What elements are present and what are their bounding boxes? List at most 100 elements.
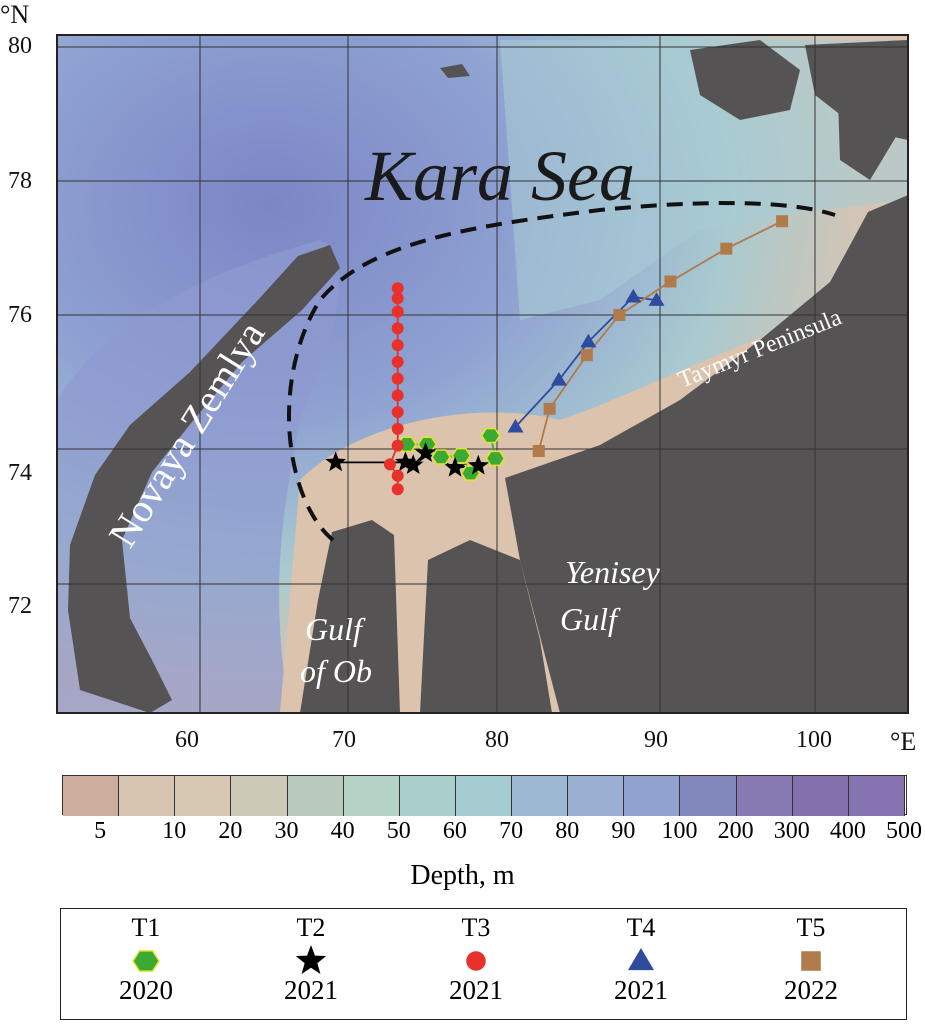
legend: T1 2020 T2 2021 T3 2021 T4 2021 T5 2022	[60, 908, 907, 1020]
lat-tick: 76	[8, 302, 32, 328]
colorbar-swatch	[792, 776, 849, 816]
station-t3	[391, 372, 404, 385]
colorbar-swatch	[119, 776, 176, 816]
legend-year: 2021	[284, 975, 338, 1005]
station-t5	[580, 349, 593, 362]
station-t5	[776, 215, 789, 228]
station-t2	[394, 451, 416, 472]
map: Kara Sea Novaya Zemlya Taymyr Peninsula …	[56, 34, 909, 714]
label-yenisey-1: Yenisey	[565, 554, 661, 590]
legend-item-t1: T1 2020	[86, 909, 206, 1006]
station-t2	[325, 451, 347, 472]
legend-marker-star-icon	[295, 945, 327, 974]
colorbar-label: 300	[773, 818, 810, 844]
station-t2	[415, 442, 437, 462]
station-t3	[391, 439, 404, 452]
station-t4	[648, 292, 665, 306]
lon-tick: 90	[644, 727, 668, 753]
station-t5	[720, 242, 733, 255]
legend-label: T1	[131, 913, 161, 942]
station-t2	[467, 454, 489, 475]
colorbar-label: 80	[555, 818, 580, 844]
station-t4	[580, 333, 597, 348]
label-gulf-ob-2: of Ob	[300, 653, 372, 689]
lon-tick: 60	[175, 727, 199, 753]
colorbar-swatch	[848, 776, 905, 816]
station-t3	[391, 483, 404, 496]
legend-label: T4	[626, 913, 656, 942]
station-t4	[550, 371, 567, 386]
colorbar-swatch	[399, 776, 456, 816]
legend-year: 2021	[449, 975, 503, 1005]
station-t4	[625, 288, 642, 303]
legend-marker-triangle-icon	[628, 948, 654, 971]
legend-label: T3	[461, 913, 491, 942]
lon-tick: 70	[332, 727, 356, 753]
legend-label: T5	[796, 913, 826, 942]
yamal-land	[300, 520, 400, 713]
station-t4	[507, 418, 524, 433]
colorbar-label: 20	[218, 818, 243, 844]
colorbar-swatch	[624, 776, 681, 816]
station-t3	[391, 339, 404, 352]
colorbar-swatch	[63, 776, 120, 816]
station-t3	[391, 355, 404, 368]
station-t3	[391, 406, 404, 419]
station-t3	[383, 458, 396, 471]
station-t5	[532, 445, 545, 458]
study-area-boundary	[287, 201, 836, 542]
station-tracks	[325, 215, 789, 496]
legend-item-t3: T3 2021	[416, 909, 536, 1006]
station-t1	[485, 450, 506, 467]
lat-unit: °N	[0, 0, 30, 29]
colorbar-swatch	[680, 776, 737, 816]
lon-unit: °E	[890, 727, 917, 756]
legend-item-t2: T2 2021	[251, 909, 371, 1006]
station-t1	[451, 447, 472, 464]
colorbar-label: 10	[162, 818, 187, 844]
island	[838, 90, 900, 180]
colorbar-label: 30	[274, 818, 299, 844]
colorbar-label: 500	[886, 818, 922, 844]
colorbar-label: 400	[829, 818, 866, 844]
depth-colorbar	[62, 775, 907, 816]
station-t5	[613, 309, 626, 321]
legend-year: 2020	[119, 975, 173, 1005]
station-t2	[444, 456, 466, 477]
island	[440, 64, 470, 78]
island	[690, 40, 800, 120]
station-t3	[391, 469, 404, 482]
label-yenisey-2: Gulf	[560, 601, 621, 637]
colorbar-label: 50	[386, 818, 411, 844]
colorbar-title: Depth, m	[410, 860, 515, 891]
legend-marker-square-icon	[801, 951, 821, 971]
graticule	[57, 35, 908, 713]
legend-item-t4: T4 2021	[581, 909, 701, 1006]
station-t2	[402, 454, 424, 474]
colorbar-swatch	[175, 776, 232, 816]
lat-tick: 78	[8, 168, 32, 194]
lon-tick: 80	[485, 727, 509, 753]
station-t3	[391, 305, 404, 318]
colorbar-label: 90	[611, 818, 636, 844]
colorbar-label: 5	[94, 818, 107, 844]
colorbar-label: 200	[717, 818, 754, 844]
colorbar-swatch	[512, 776, 569, 816]
lat-tick: 80	[8, 33, 32, 59]
shelf-area	[500, 40, 908, 320]
colorbar-label: 70	[499, 818, 524, 844]
legend-year: 2022	[784, 975, 838, 1005]
sea-title: Kara Sea	[364, 136, 635, 216]
station-t5	[664, 275, 677, 288]
lat-tick: 74	[8, 460, 32, 486]
label-gulf-ob-1: Gulf	[305, 611, 366, 647]
novaya-zemlya-land	[68, 245, 340, 713]
colorbar-swatch	[568, 776, 625, 816]
colorbar-swatch	[455, 776, 513, 816]
lon-tick: 100	[796, 727, 832, 753]
colorbar-label: 60	[442, 818, 467, 844]
station-t3	[391, 322, 404, 335]
colorbar-label: 100	[661, 818, 698, 844]
legend-marker-hexagon-icon	[132, 950, 160, 972]
legend-item-t5: T5 2022	[751, 909, 871, 1006]
